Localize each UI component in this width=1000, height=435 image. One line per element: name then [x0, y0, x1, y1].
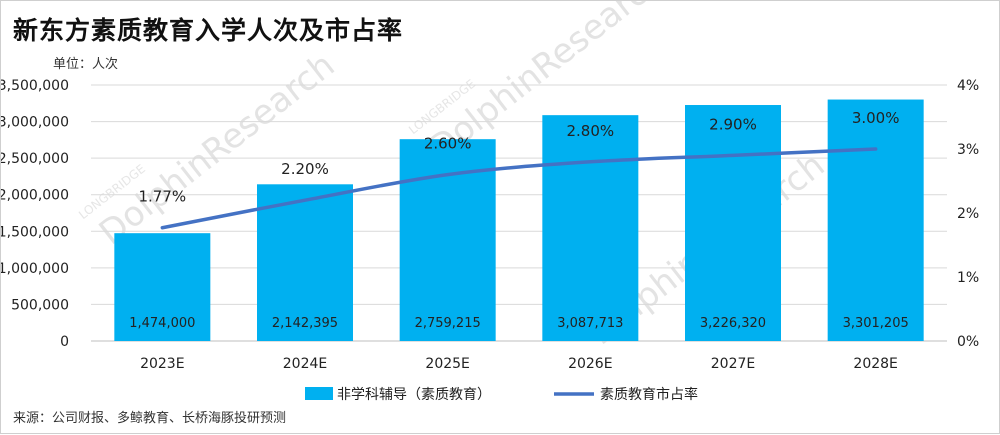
unit-label: 单位：人次 [53, 57, 119, 72]
bar-value-label: 2,142,395 [272, 316, 338, 331]
bar-value-label: 3,301,205 [843, 316, 909, 331]
line-value-label: 2.80% [567, 122, 615, 140]
bar-value-label: 3,226,320 [700, 316, 766, 331]
bar [685, 105, 781, 342]
line-point [732, 154, 734, 156]
y-right-tick-label: 3% [957, 142, 979, 158]
bar [399, 139, 496, 341]
line-point [161, 227, 163, 229]
line-point [447, 174, 449, 176]
y-left-tick-label: 0 [60, 334, 69, 350]
line-value-label: 1.77% [139, 188, 187, 206]
line-value-label: 2.60% [424, 135, 472, 153]
line-value-label: 2.20% [281, 160, 329, 178]
line-point [304, 199, 306, 201]
bar-value-label: 1,474,000 [129, 316, 195, 331]
y-right-tick-label: 2% [957, 206, 979, 222]
y-left-tick-label: 2,000,000 [1, 188, 69, 204]
x-tick-label: 2024E [283, 356, 327, 372]
share-line [160, 147, 878, 230]
source-note: 来源：公司财报、多鲸教育、长桥海豚投研预测 [13, 411, 287, 426]
bar [114, 233, 211, 341]
x-tick-label: 2028E [853, 356, 897, 372]
bar-value-label: 3,087,713 [557, 316, 623, 331]
bar [542, 115, 639, 341]
y-right-tick-label: 4% [957, 78, 979, 94]
x-tick-label: 2026E [568, 356, 612, 372]
bar [827, 99, 924, 341]
x-tick-label: 2025E [425, 356, 469, 372]
line-point [875, 148, 877, 150]
y-left-tick-label: 2,500,000 [1, 151, 69, 167]
chart-title: 新东方素质教育入学人次及市占率 [13, 16, 404, 45]
legend-swatch-bar [305, 387, 333, 400]
y-left-tick-label: 1,000,000 [1, 261, 69, 277]
x-tick-label: 2023E [140, 356, 184, 372]
y-right-tick-label: 1% [957, 270, 979, 286]
line-value-label: 2.90% [709, 115, 757, 133]
legend-label-bar: 非学科辅导（素质教育） [337, 387, 491, 403]
line-point [589, 161, 591, 163]
line-value-label: 3.00% [852, 109, 900, 127]
y-right-tick-label: 0% [957, 334, 979, 350]
bar-value-label: 2,759,215 [415, 316, 481, 331]
x-tick-label: 2027E [711, 356, 755, 372]
y-left-tick-label: 3,000,000 [1, 115, 69, 131]
bar [257, 184, 353, 341]
y-left-tick-label: 3,500,000 [1, 78, 69, 94]
y-left-tick-label: 500,000 [11, 297, 69, 313]
legend-label-line: 素质教育市占率 [600, 386, 698, 403]
y-left-tick-label: 1,500,000 [1, 224, 69, 240]
